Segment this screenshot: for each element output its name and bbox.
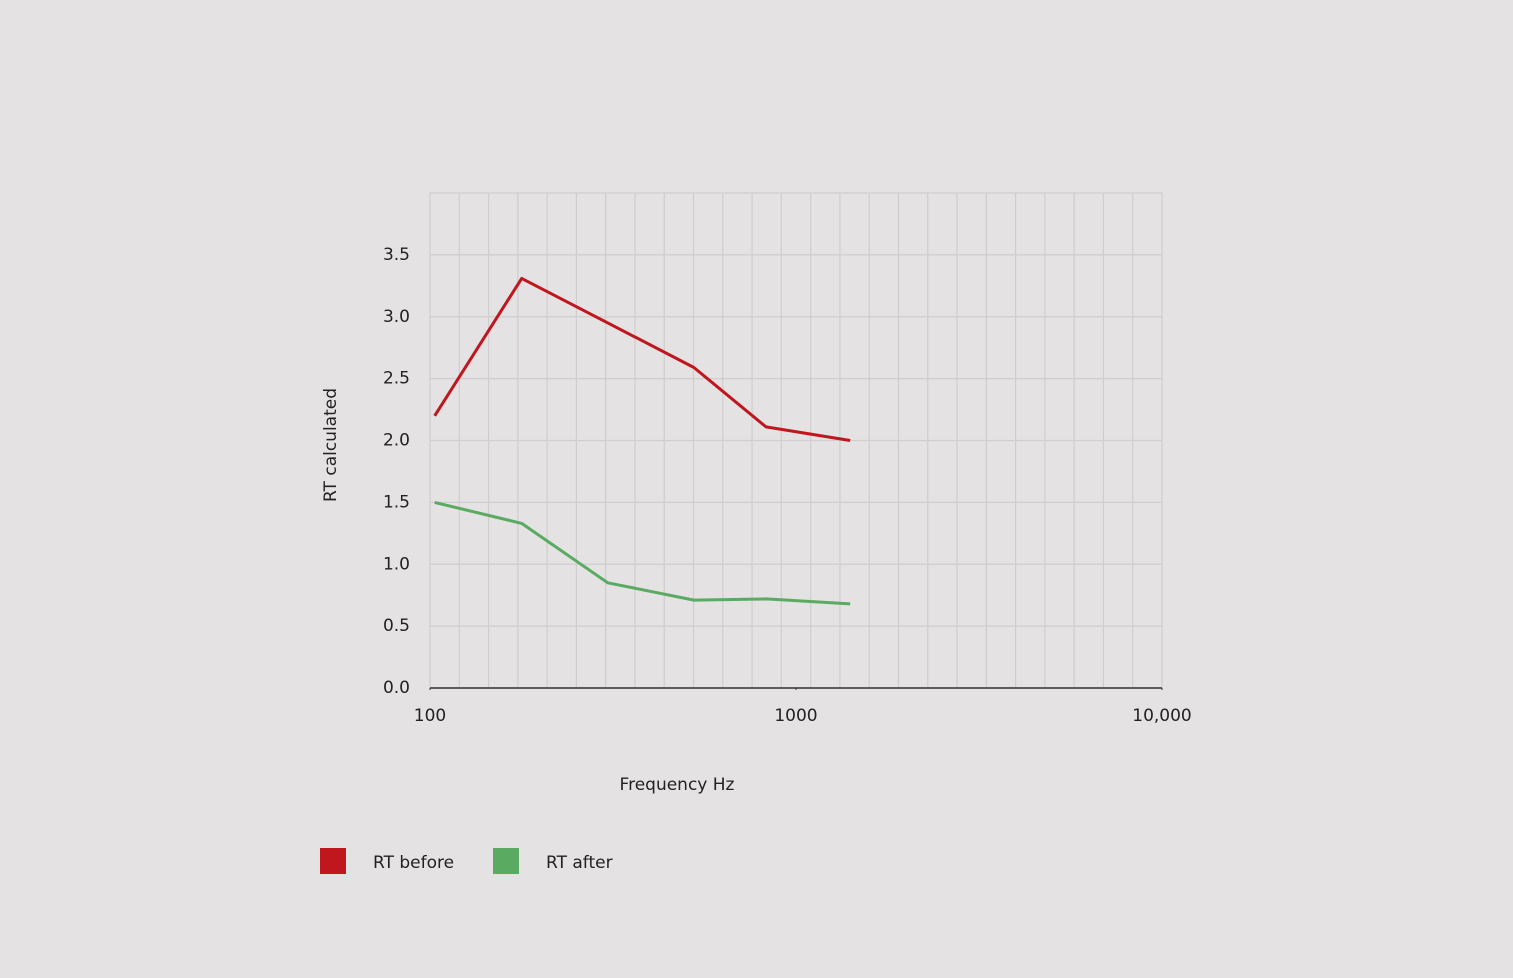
data-line	[434, 500, 851, 606]
x-tick-label: 1000	[774, 706, 817, 726]
legend-label: RT before	[373, 853, 454, 873]
y-tick-label: 2.5	[383, 369, 410, 389]
x-tick-label: 10,000	[1132, 706, 1191, 726]
legend-swatch	[320, 848, 346, 874]
legend-swatch	[493, 848, 519, 874]
x-tick-label: 100	[414, 706, 446, 726]
legend-label: RT after	[546, 853, 613, 873]
y-axis-label: RT calculated	[321, 388, 341, 502]
y-tick-label: 1.0	[383, 554, 410, 574]
y-tick-label: 2.0	[383, 431, 410, 451]
y-tick-label: 1.5	[383, 492, 410, 512]
y-tick-label: 3.5	[383, 245, 410, 265]
x-axis-label: Frequency Hz	[620, 775, 735, 795]
y-tick-label: 0.0	[383, 678, 410, 698]
y-tick-label: 0.5	[383, 616, 410, 636]
data-line	[433, 276, 851, 442]
y-tick-label: 3.0	[383, 307, 410, 327]
